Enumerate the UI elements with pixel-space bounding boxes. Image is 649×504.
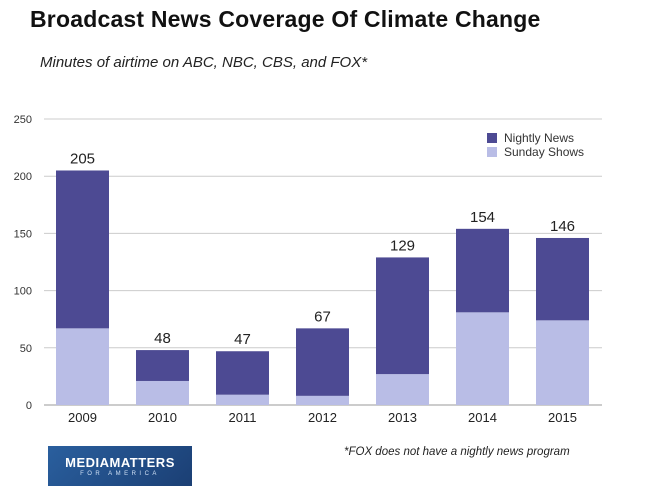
bar-nightly-news-2009 — [56, 170, 109, 329]
bars: 205 48 47 67 129 154 146 — [56, 150, 589, 405]
bar-nightly-news-2015 — [536, 237, 589, 321]
bar-total-label: 129 — [390, 237, 415, 254]
bar-total-label: 48 — [154, 330, 171, 347]
legend-swatch-sunday-shows — [487, 147, 497, 157]
bar-nightly-news-2011 — [216, 351, 269, 395]
bar-nightly-news-2010 — [136, 350, 189, 381]
logo-main-text: MEDIAMATTERS — [65, 455, 175, 470]
bar-sunday-shows-2014 — [456, 312, 509, 405]
bar-sunday-shows-2010 — [136, 380, 189, 405]
y-axis: 0 50 100 150 200 250 — [14, 114, 32, 412]
bar-sunday-shows-2009 — [56, 328, 109, 405]
bar-sunday-shows-2013 — [376, 374, 429, 405]
bar-sunday-shows-2012 — [296, 395, 349, 405]
media-matters-logo: MEDIAMATTERS FOR AMERICA — [48, 446, 192, 486]
bar-total-label: 146 — [550, 218, 575, 235]
bar-total-label: 154 — [470, 209, 495, 226]
chart-subtitle: Minutes of airtime on ABC, NBC, CBS, and… — [40, 54, 368, 71]
y-tick-label: 50 — [20, 343, 32, 355]
x-axis: 2009 2010 2011 2012 2013 2014 2015 — [68, 410, 577, 425]
x-tick-label: 2012 — [308, 410, 337, 425]
x-tick-label: 2009 — [68, 410, 97, 425]
y-tick-label: 150 — [14, 228, 32, 240]
bar-total-label: 205 — [70, 150, 95, 167]
bar-nightly-news-2014 — [456, 228, 509, 313]
logo-sub-text: FOR AMERICA — [80, 471, 160, 477]
y-tick-label: 250 — [14, 114, 32, 126]
bar-total-label: 67 — [314, 308, 331, 325]
bar-total-label: 47 — [234, 331, 251, 348]
bar-nightly-news-2012 — [296, 328, 349, 396]
bar-sunday-shows-2015 — [536, 320, 589, 405]
bar-nightly-news-2013 — [376, 257, 429, 375]
legend-swatch-nightly-news — [487, 133, 497, 143]
x-tick-label: 2014 — [468, 410, 497, 425]
x-tick-label: 2013 — [388, 410, 417, 425]
legend-label-nightly-news: Nightly News — [504, 131, 574, 145]
x-tick-label: 2015 — [548, 410, 577, 425]
footnote: *FOX does not have a nightly news progra… — [344, 446, 570, 458]
chart-title: Broadcast News Coverage Of Climate Chang… — [30, 6, 541, 32]
y-tick-label: 0 — [26, 400, 32, 412]
bar-sunday-shows-2011 — [216, 394, 269, 405]
y-tick-label: 100 — [14, 286, 32, 298]
y-tick-label: 200 — [14, 171, 32, 183]
x-tick-label: 2011 — [229, 410, 257, 425]
legend-label-sunday-shows: Sunday Shows — [504, 145, 584, 159]
x-tick-label: 2010 — [148, 410, 177, 425]
